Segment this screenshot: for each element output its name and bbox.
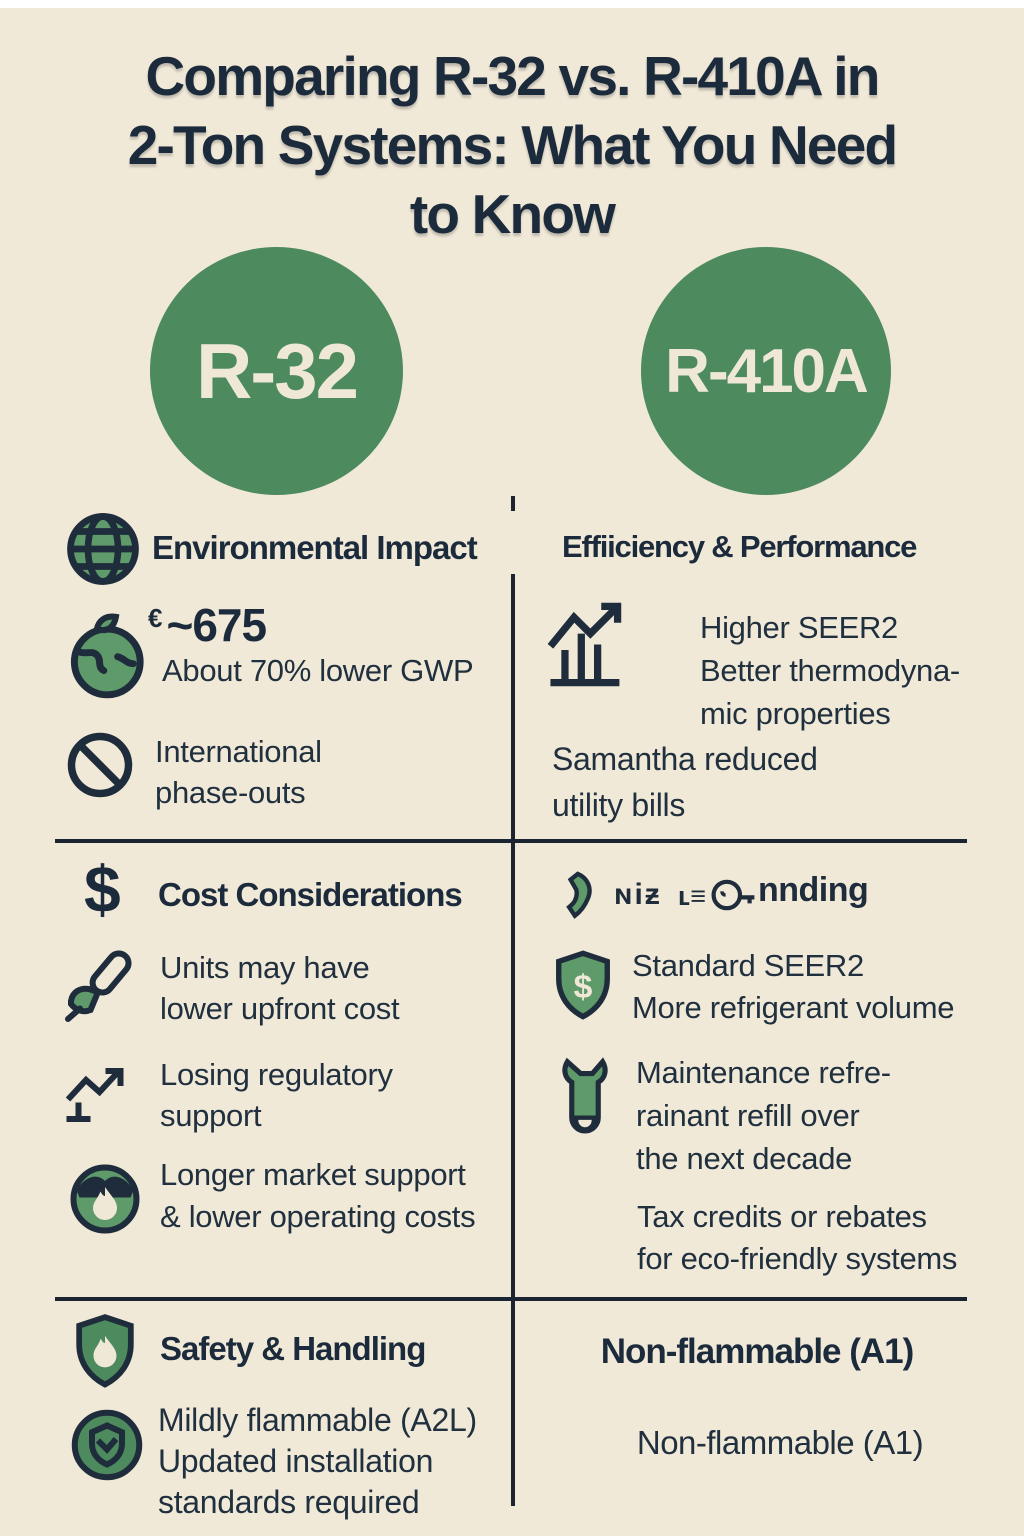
standard-seer-line-2: More refrigerant volume (632, 990, 955, 1025)
badge-r410a: R-410A (641, 247, 891, 495)
face-key-icon (710, 874, 758, 916)
funding-header-seg3: nnding (758, 871, 869, 909)
maintenance-line-1: Maintenance refre- (636, 1055, 891, 1090)
title-line-1: Comparing R-32 vs. R-410A in (145, 45, 880, 107)
top-border (0, 0, 1024, 8)
flammability-line-3: standards required (158, 1484, 420, 1520)
regulatory-line-1: Losing regulatory (160, 1057, 393, 1092)
maintenance-text: Maintenance refre- rainant refill over t… (636, 1051, 891, 1180)
upfront-cost-text: Units may have lower upfront cost (160, 947, 400, 1029)
eco-flame-icon (66, 1160, 144, 1238)
currency-symbol: € (148, 603, 163, 633)
higher-seer-line-1: Higher SEER2 (700, 610, 898, 645)
pipe-wrench-icon (62, 948, 140, 1030)
phase-outs-line-2: phase-outs (155, 775, 306, 810)
non-flammable-text-2: Non-flammable (A1) (636, 1424, 924, 1461)
regulatory-line-2: support (160, 1098, 262, 1133)
efficiency-performance-header: Effiiciency & Performance (562, 529, 917, 564)
tax-credits-text: Tax credits or rebates for eco-friendly … (637, 1196, 957, 1280)
market-line-1: Longer market support (160, 1157, 466, 1192)
funding-header-seg1: ɴіƶ (614, 878, 662, 911)
earth-leaf-icon (64, 608, 154, 702)
higher-seer-line-2: Better thermodyna- (700, 653, 960, 688)
higher-seer-line-3: mic properties (700, 696, 891, 731)
section-divider-1 (55, 839, 967, 843)
page-title: Comparing R-32 vs. R-410A in 2-Ton Syste… (48, 42, 976, 249)
standard-seer-text: Standard SEER2 More refrigerant volume (632, 945, 954, 1029)
funding-header-seg2: ʟ≡ (678, 881, 706, 911)
title-line-3: to Know (409, 183, 616, 245)
safety-handling-header: Safety & Handling (160, 1330, 426, 1367)
title-line-2: 2-Ton Systems: What You Need (127, 114, 898, 176)
maintenance-line-2: rainant refill over (636, 1098, 860, 1133)
tax-line-2: for eco-friendly systems (637, 1241, 958, 1276)
tax-line-1: Tax credits or rebates (637, 1199, 927, 1234)
higher-seer-text: Higher SEER2 Better thermodyna- mic prop… (700, 606, 960, 735)
shield-flame-icon (72, 1312, 138, 1394)
regulatory-support-text: Losing regulatory support (160, 1054, 393, 1136)
gwp-note: About 70% lower GWP (162, 653, 474, 688)
market-line-2: & lower operating costs (160, 1199, 476, 1234)
phase-outs-text: International phase-outs (155, 731, 322, 813)
environmental-impact-header: Environmental Impact (152, 529, 478, 566)
globe-icon (63, 509, 143, 589)
section-divider-2 (55, 1297, 967, 1301)
upfront-line-1: Units may have (160, 950, 370, 985)
prohibition-icon (64, 729, 136, 801)
utility-line-2: utility bills (552, 787, 686, 823)
gwp-value: € ~675 (148, 598, 267, 652)
upfront-line-2: lower upfront cost (160, 991, 400, 1026)
shield-dollar-glyph: $ (574, 969, 593, 1006)
standard-seer-line-1: Standard SEER2 (632, 948, 864, 983)
column-divider-tick (511, 496, 515, 511)
maintenance-line-3: the next decade (636, 1141, 853, 1176)
badge-r32: R-32 (150, 247, 403, 495)
cost-considerations-header: Cost Considerations (158, 876, 463, 913)
phone-icon (566, 871, 604, 923)
badge-r410a-label: R-410A (665, 336, 869, 406)
non-flammable-text-1: Non-flammable (A1) (600, 1332, 915, 1371)
gwp-number: ~675 (166, 599, 267, 651)
utility-line-1: Samantha reduced (552, 741, 818, 777)
market-support-text: Longer market support & lower operating … (160, 1154, 476, 1238)
dollar-icon: $ (84, 852, 121, 926)
column-divider (511, 574, 515, 1506)
badge-r32-label: R-32 (195, 326, 359, 415)
flammability-line-2: Updated installation (158, 1443, 434, 1479)
utility-bills-text: Samantha reduced utility bills (552, 736, 818, 828)
shield-dollar-icon: $ (552, 947, 614, 1027)
flammability-line-1: Mildly flammable (A2L) (158, 1402, 477, 1438)
bar-chart-up-icon (545, 597, 643, 692)
phase-outs-line-1: International (155, 734, 322, 769)
trend-up-icon (62, 1058, 140, 1126)
flammability-text: Mildly flammable (A2L) Updated installat… (158, 1400, 477, 1523)
wrench-icon (560, 1055, 610, 1145)
shield-badge-icon (68, 1406, 146, 1484)
